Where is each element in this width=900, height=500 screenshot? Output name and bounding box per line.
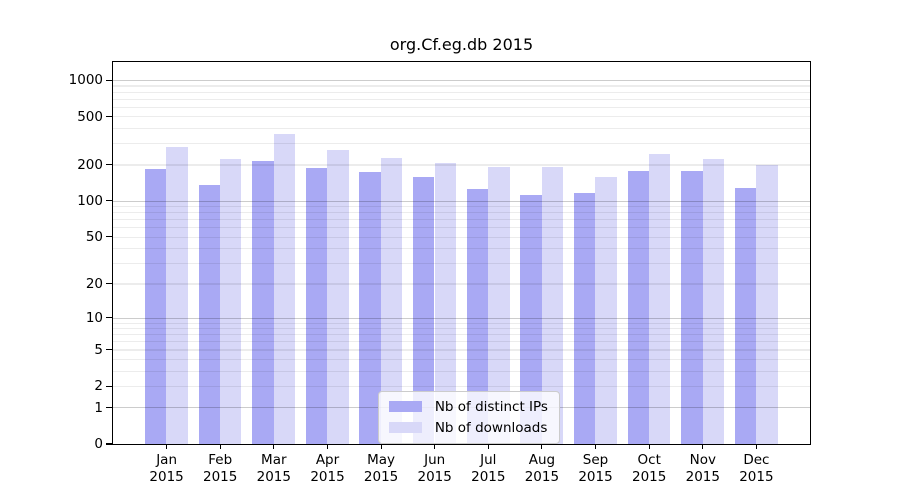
bar-distinct-ips-jan [145, 168, 167, 444]
bar-distinct-ips-dec [734, 188, 757, 444]
bar-distinct-ips-jul [466, 189, 489, 444]
x-tick-label-feb: Feb 2015 [203, 452, 238, 485]
legend-row-distinct-ips: Nb of distinct IPs [388, 398, 548, 415]
bar-distinct-ips-oct [627, 170, 649, 444]
bar-downloads-dec [756, 165, 778, 444]
bar-distinct-ips-nov [681, 171, 703, 444]
bar-distinct-ips-sep [573, 192, 596, 444]
y-tick-label: 5 [94, 341, 103, 358]
y-tick-label: 20 [85, 275, 103, 292]
y-tick-label: 2 [94, 378, 103, 395]
bar-downloads-feb [220, 159, 242, 444]
y-tick-label: 1000 [68, 72, 103, 89]
x-tick-label-nov: Nov 2015 [685, 452, 720, 485]
bar-distinct-ips-aug [520, 194, 542, 444]
bar-downloads-nov [702, 158, 724, 444]
bar-distinct-ips-jun [413, 176, 435, 444]
bar-downloads-jan [166, 146, 188, 444]
legend: Nb of distinct IPs Nb of downloads [377, 390, 560, 444]
y-tick-label: 100 [77, 192, 103, 209]
x-tick-label-may: May 2015 [363, 452, 399, 485]
x-tick-label-jun: Jun 2015 [417, 452, 452, 485]
legend-label-downloads: Nb of downloads [434, 419, 548, 436]
y-tick-label: 50 [85, 228, 103, 245]
legend-swatch-distinct-ips [388, 401, 422, 413]
x-tick-label-jan: Jan 2015 [149, 452, 184, 485]
bar-distinct-ips-mar [252, 160, 274, 444]
chart-title: org.Cf.eg.db 2015 [389, 35, 534, 54]
x-tick-label-sep: Sep 2015 [578, 452, 613, 485]
y-tick-label: 200 [77, 156, 103, 173]
y-tick-label: 10 [85, 309, 103, 326]
bar-downloads-mar [273, 133, 295, 444]
legend-swatch-downloads [388, 422, 422, 434]
bar-distinct-ips-feb [198, 184, 220, 444]
y-tick-label: 1 [94, 399, 103, 416]
bar-distinct-ips-apr [305, 168, 328, 444]
bar-downloads-jul [488, 166, 510, 444]
x-tick-label-jul: Jul 2015 [471, 452, 506, 485]
y-tick-label: 500 [77, 108, 103, 125]
plot-area: Nb of distinct IPs Nb of downloads [111, 60, 811, 445]
x-tick-label-apr: Apr 2015 [310, 452, 345, 485]
legend-label-distinct-ips: Nb of distinct IPs [434, 398, 548, 415]
bar-distinct-ips-may [359, 172, 381, 444]
x-tick-label-dec: Dec 2015 [739, 452, 774, 485]
x-tick-label-mar: Mar 2015 [256, 452, 291, 485]
x-tick-label-aug: Aug 2015 [524, 452, 560, 485]
bar-downloads-sep [595, 176, 617, 444]
bar-downloads-jun [434, 162, 456, 444]
y-tick-label: 0 [94, 436, 103, 452]
legend-row-downloads: Nb of downloads [388, 419, 548, 436]
bar-downloads-apr [327, 149, 349, 444]
bar-downloads-may [380, 157, 403, 444]
bars-layer [113, 62, 810, 444]
bar-downloads-aug [541, 167, 564, 444]
bar-downloads-oct [649, 154, 671, 444]
x-tick-label-oct: Oct 2015 [632, 452, 667, 485]
